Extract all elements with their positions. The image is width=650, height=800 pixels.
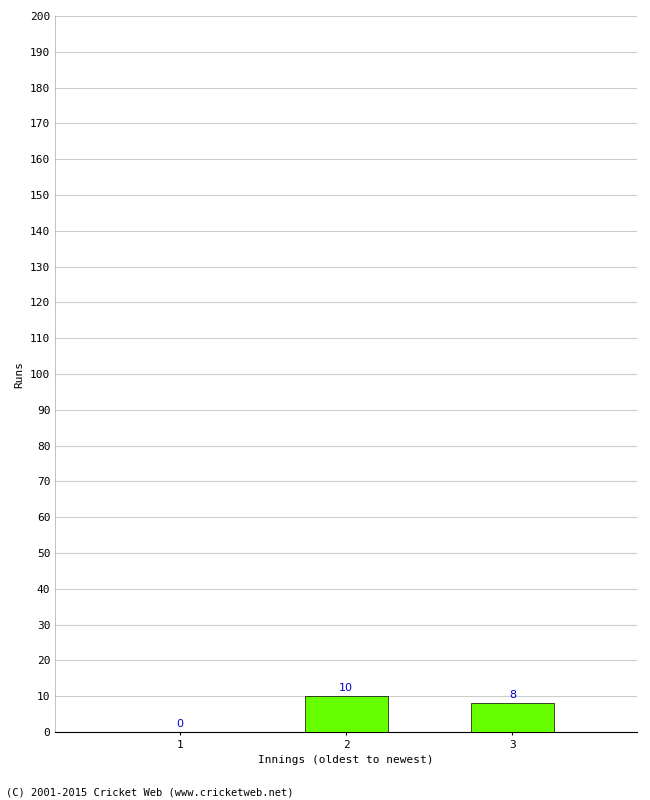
Bar xyxy=(305,696,387,732)
Y-axis label: Runs: Runs xyxy=(14,361,25,387)
Bar xyxy=(471,703,554,732)
Text: 8: 8 xyxy=(509,690,516,701)
Text: (C) 2001-2015 Cricket Web (www.cricketweb.net): (C) 2001-2015 Cricket Web (www.cricketwe… xyxy=(6,787,294,798)
X-axis label: Innings (oldest to newest): Innings (oldest to newest) xyxy=(259,755,434,765)
Text: 0: 0 xyxy=(176,719,183,729)
Text: 10: 10 xyxy=(339,683,353,694)
